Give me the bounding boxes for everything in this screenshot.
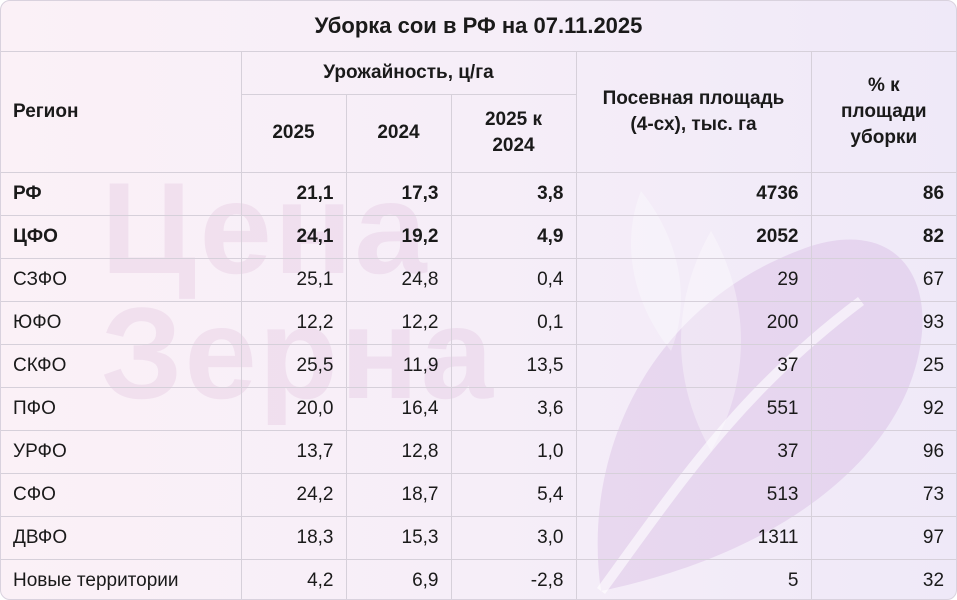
cell-y2024: 16,4 xyxy=(345,386,452,431)
table-row: РФ 21,1 17,3 3,8 4736 86 xyxy=(1,172,956,216)
cell-diff: -2,8 xyxy=(450,558,577,599)
cell-region: СЗФО xyxy=(1,257,242,302)
cell-area: 200 xyxy=(575,300,812,345)
cell-area: 513 xyxy=(575,472,812,517)
cell-y2025: 13,7 xyxy=(240,429,347,474)
cell-region: СКФО xyxy=(1,343,242,388)
table-row: ЦФО 24,1 19,2 4,9 2052 82 xyxy=(1,214,956,259)
cell-y2024: 17,3 xyxy=(345,172,452,216)
cell-region: ДВФО xyxy=(1,515,242,560)
cell-pct: 73 xyxy=(810,472,956,517)
cell-y2025: 25,1 xyxy=(240,257,347,302)
cell-y2025: 21,1 xyxy=(240,172,347,216)
cell-pct: 96 xyxy=(810,429,956,474)
table-row: ПФО 20,0 16,4 3,6 551 92 xyxy=(1,386,956,431)
cell-pct: 67 xyxy=(810,257,956,302)
cell-area: 551 xyxy=(575,386,812,431)
cell-y2025: 24,1 xyxy=(240,214,347,259)
cell-region: Новые территории xyxy=(1,558,242,599)
cell-region: УРФО xyxy=(1,429,242,474)
cell-y2025: 20,0 xyxy=(240,386,347,431)
header-yield-group: Урожайность, ц/га xyxy=(240,50,577,95)
cell-area: 29 xyxy=(575,257,812,302)
cell-diff: 0,4 xyxy=(450,257,577,302)
cell-y2024: 24,8 xyxy=(345,257,452,302)
cell-y2024: 15,3 xyxy=(345,515,452,560)
cell-y2025: 12,2 xyxy=(240,300,347,345)
header-area-line2: (4-сх), тыс. га xyxy=(630,113,757,135)
cell-region: ЮФО xyxy=(1,300,242,345)
table-row: Новые территории 4,2 6,9 -2,8 5 32 xyxy=(1,558,956,599)
header-diff: 2025 к 2024 xyxy=(450,93,576,173)
header-2025: 2025 xyxy=(241,93,347,173)
cell-region: ПФО xyxy=(1,386,242,431)
cell-pct: 92 xyxy=(810,386,956,431)
cell-diff: 0,1 xyxy=(450,300,577,345)
cell-y2025: 18,3 xyxy=(240,515,347,560)
cell-diff: 3,8 xyxy=(450,172,577,216)
header-pct-line1: % к площади xyxy=(841,74,927,122)
cell-diff: 3,6 xyxy=(450,386,577,431)
header-diff-line2: 2024 xyxy=(492,135,535,156)
cell-y2024: 12,2 xyxy=(345,300,452,345)
header-area-line1: Посевная площадь xyxy=(602,87,785,109)
table-row: ДВФО 18,3 15,3 3,0 1311 97 xyxy=(1,515,956,560)
header-pct: % к площади уборки xyxy=(810,50,956,173)
table-row: СЗФО 25,1 24,8 0,4 29 67 xyxy=(1,257,956,302)
cell-y2024: 18,7 xyxy=(345,472,452,517)
cell-pct: 25 xyxy=(810,343,956,388)
cell-diff: 13,5 xyxy=(450,343,577,388)
cell-area: 1311 xyxy=(575,515,812,560)
table-row: УРФО 13,7 12,8 1,0 37 96 xyxy=(1,429,956,474)
cell-y2024: 19,2 xyxy=(345,214,452,259)
header-region: Регион xyxy=(1,50,242,173)
table-row: СКФО 25,5 11,9 13,5 37 25 xyxy=(1,343,956,388)
cell-area: 37 xyxy=(575,343,812,388)
table-row: ЮФО 12,2 12,2 0,1 200 93 xyxy=(1,300,956,345)
cell-area: 4736 xyxy=(575,172,812,216)
header-pct-line2: уборки xyxy=(850,126,918,148)
table-title: Уборка сои в РФ на 07.11.2025 xyxy=(1,1,956,52)
cell-region: СФО xyxy=(1,472,242,517)
header-diff-line1: 2025 к xyxy=(484,109,543,130)
cell-y2024: 12,8 xyxy=(345,429,452,474)
cell-pct: 32 xyxy=(810,558,956,599)
cell-y2025: 4,2 xyxy=(240,558,347,599)
cell-diff: 4,9 xyxy=(450,214,577,259)
cell-pct: 97 xyxy=(810,515,956,560)
header-2024: 2024 xyxy=(345,93,452,173)
cell-pct: 93 xyxy=(810,300,956,345)
cell-area: 2052 xyxy=(575,214,812,259)
cell-y2025: 24,2 xyxy=(240,472,347,517)
cell-region: РФ xyxy=(1,172,242,216)
cell-y2024: 6,9 xyxy=(345,558,452,599)
table-row: СФО 24,2 18,7 5,4 513 73 xyxy=(1,472,956,517)
table-body: РФ 21,1 17,3 3,8 4736 86 ЦФО 24,1 19,2 4,9 2052 82 С… xyxy=(1,172,956,599)
cell-diff: 3,0 xyxy=(450,515,577,560)
cell-area: 5 xyxy=(575,558,812,599)
cell-pct: 86 xyxy=(810,172,956,216)
cell-region: ЦФО xyxy=(1,214,242,259)
header-area: Посевная площадь (4-сх), тыс. га xyxy=(575,50,812,173)
cell-diff: 5,4 xyxy=(450,472,577,517)
cell-pct: 82 xyxy=(810,214,956,259)
cell-y2025: 25,5 xyxy=(240,343,347,388)
cell-diff: 1,0 xyxy=(450,429,577,474)
cell-y2024: 11,9 xyxy=(345,343,452,388)
cell-area: 37 xyxy=(575,429,812,474)
